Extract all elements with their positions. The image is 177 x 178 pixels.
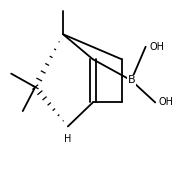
Text: OH: OH: [149, 42, 164, 52]
Text: OH: OH: [159, 97, 174, 108]
Text: B: B: [127, 75, 135, 85]
Text: H: H: [64, 134, 72, 144]
